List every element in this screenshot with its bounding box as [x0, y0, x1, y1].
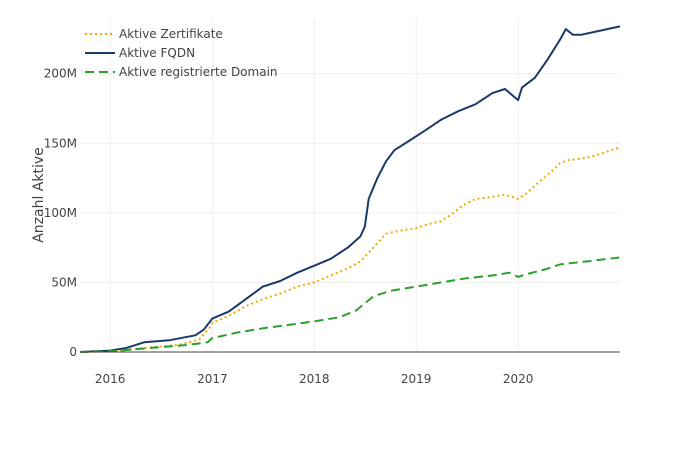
series-line: [79, 25, 621, 353]
x-axis-ticks: 2016 2017 2018 2019 2020: [95, 372, 533, 386]
y-tick-label: 0: [69, 345, 77, 359]
series-line: [79, 256, 621, 353]
gridlines: [80, 18, 620, 352]
x-tick-label: 2017: [197, 372, 228, 386]
y-tick-label: 50M: [51, 275, 77, 289]
legend-label: Aktive FQDN: [119, 46, 195, 60]
x-tick-label: 2020: [503, 372, 534, 386]
y-tick-label: 200M: [44, 67, 77, 81]
series-lines: [79, 25, 621, 353]
x-tick-label: 2016: [95, 372, 126, 386]
y-axis-ticks: 0 50M 100M 150M 200M: [44, 67, 77, 359]
legend-label: Aktive Zertifikate: [119, 27, 223, 41]
x-tick-label: 2019: [401, 372, 432, 386]
legend: Aktive Zertifikate Aktive FQDN Aktive regi…: [85, 27, 278, 79]
legend-label: Aktive registrierte Domain: [119, 65, 278, 79]
y-tick-label: 100M: [44, 206, 77, 220]
x-tick-label: 2018: [299, 372, 330, 386]
y-tick-label: 150M: [44, 136, 77, 150]
series-line: [79, 146, 621, 353]
y-axis-label: Anzahl Aktive: [31, 147, 47, 243]
